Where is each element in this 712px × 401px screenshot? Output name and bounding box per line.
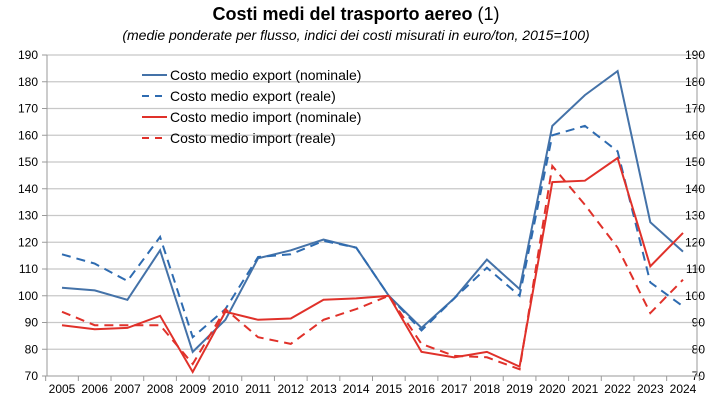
y-tick-label-left: 130 xyxy=(18,209,38,223)
y-tick-label-right: 70 xyxy=(692,369,706,383)
series-line-2 xyxy=(61,124,684,339)
x-tick-label: 2012 xyxy=(277,382,304,396)
y-tick-label-right: 160 xyxy=(685,128,705,142)
x-tick-label: 2005 xyxy=(49,382,76,396)
chart-title-text: Costi medi del trasporto aereo xyxy=(212,4,473,24)
legend-label: Costo medio import (reale) xyxy=(170,130,336,146)
x-tick-label: 2009 xyxy=(179,382,206,396)
x-tick-label: 2020 xyxy=(539,382,566,396)
y-tick-label-left: 140 xyxy=(18,182,38,196)
gridlines xyxy=(47,54,697,350)
chart-title-note: (1) xyxy=(477,4,500,24)
x-tick-label: 2018 xyxy=(474,382,501,396)
legend-label: Costo medio import (nominale) xyxy=(170,109,361,125)
x-tick-label: 2008 xyxy=(147,382,174,396)
series-line-4 xyxy=(61,163,684,371)
legend-label: Costo medio export (reale) xyxy=(170,88,336,104)
legend-label: Costo medio export (nominale) xyxy=(170,67,361,83)
y-tick-label-right: 110 xyxy=(686,262,705,276)
y-tick-label-right: 190 xyxy=(685,48,705,62)
x-tick-label: 2016 xyxy=(408,382,435,396)
series-lines xyxy=(61,69,684,375)
x-tick-label: 2011 xyxy=(245,382,271,396)
x-tick-label: 2017 xyxy=(441,382,468,396)
y-tick-label-right: 80 xyxy=(692,342,706,356)
y-tick-label-left: 160 xyxy=(18,128,38,142)
y-tick-label-right: 150 xyxy=(685,155,705,169)
x-tick-label: 2023 xyxy=(637,382,664,396)
y-tick-label-left: 190 xyxy=(18,48,38,62)
y-tick-label-right: 170 xyxy=(685,102,705,116)
y-tick-label-right: 100 xyxy=(685,289,705,303)
x-tick-label: 2014 xyxy=(343,382,370,396)
x-tick-label: 2022 xyxy=(604,382,631,396)
y-tick-label-left: 150 xyxy=(18,155,38,169)
x-tick-label: 2019 xyxy=(506,382,533,396)
x-tick-label: 2013 xyxy=(310,382,337,396)
x-tick-label: 2024 xyxy=(670,382,697,396)
chart-title: Costi medi del trasporto aereo (1) xyxy=(0,4,712,25)
chart-subtitle: (medie ponderate per flusso, indici dei … xyxy=(122,27,590,43)
y-tick-label-left: 90 xyxy=(25,316,39,330)
series-line-3 xyxy=(61,156,684,375)
y-tick-label-left: 120 xyxy=(18,235,38,249)
y-tick-label-left: 80 xyxy=(25,342,39,356)
y-tick-label-right: 180 xyxy=(685,75,705,89)
x-tick-label: 2015 xyxy=(375,382,402,396)
y-tick-label-left: 110 xyxy=(19,262,38,276)
x-tick-label: 2021 xyxy=(572,382,599,396)
y-tick-label-right: 120 xyxy=(685,235,705,249)
y-tick-label-right: 130 xyxy=(685,209,705,223)
x-tick-label: 2006 xyxy=(81,382,108,396)
y-tick-label-left: 100 xyxy=(18,289,38,303)
y-tick-label-left: 70 xyxy=(25,369,39,383)
x-tick-label: 2010 xyxy=(212,382,239,396)
axes: 70 70 80 80 90 90 100 100 110 110 120 120 130 130 140 1… xyxy=(18,48,705,396)
y-tick-label-left: 180 xyxy=(18,75,38,89)
y-tick-label-right: 90 xyxy=(692,316,706,330)
legend: Costo medio export (nominale) Costo medio… xyxy=(142,67,361,146)
y-tick-label-left: 170 xyxy=(18,102,38,116)
x-tick-label: 2007 xyxy=(114,382,141,396)
y-tick-label-right: 140 xyxy=(685,182,705,196)
